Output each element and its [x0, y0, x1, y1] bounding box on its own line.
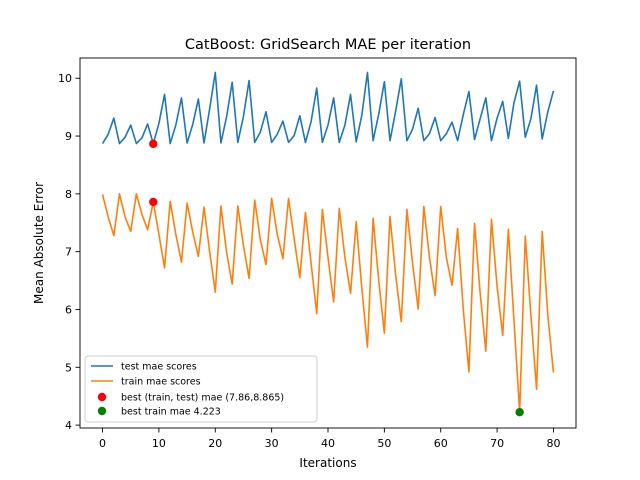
plot-area: [101, 71, 555, 417]
legend-label-1: train mae scores: [121, 377, 201, 388]
chart-title: CatBoost: GridSearch MAE per iteration: [185, 37, 471, 53]
x-axis-label: Iterations: [299, 456, 356, 470]
marker-point-0-0: [149, 139, 158, 149]
y-axis-label: Mean Absolute Error: [32, 182, 46, 304]
legend-marker-0: [97, 392, 107, 402]
marker-point-0-1: [149, 197, 158, 207]
chart-legend: test mae scores train mae scores best (tra…: [84, 355, 318, 423]
y-tick-label-1: 5: [65, 361, 72, 374]
x-tick-label-6: 60: [434, 437, 448, 450]
y-tick-label-3: 7: [65, 246, 72, 259]
x-tick-label-0: 0: [99, 437, 106, 450]
x-tick-label-5: 50: [377, 437, 391, 450]
y-tick-label-5: 9: [65, 130, 72, 143]
series-line-1: [101, 193, 555, 414]
marker-point-1-0: [515, 408, 524, 417]
axis-ticks: 0 10 20 30 40 50 60 70 80 4 5 6 7 8 9 10: [58, 72, 560, 450]
legend-marker-label-1: best train mae 4.223: [121, 407, 221, 418]
x-tick-label-3: 30: [265, 437, 279, 450]
y-tick-label-0: 4: [65, 419, 72, 432]
y-tick-label-4: 8: [65, 188, 72, 201]
legend-marker-1: [97, 406, 107, 416]
x-tick-label-4: 40: [321, 437, 335, 450]
legend-marker-label-0: best (train, test) mae (7.86,8.865): [121, 393, 284, 404]
legend-box: [84, 355, 318, 423]
y-tick-label-6: 10: [58, 72, 72, 85]
y-tick-label-2: 6: [65, 303, 72, 316]
legend-label-0: test mae scores: [121, 362, 197, 373]
x-tick-label-8: 80: [546, 437, 560, 450]
x-tick-label-1: 10: [152, 437, 166, 450]
series-line-0: [101, 71, 555, 145]
x-tick-label-7: 70: [490, 437, 504, 450]
x-tick-label-2: 20: [208, 437, 222, 450]
